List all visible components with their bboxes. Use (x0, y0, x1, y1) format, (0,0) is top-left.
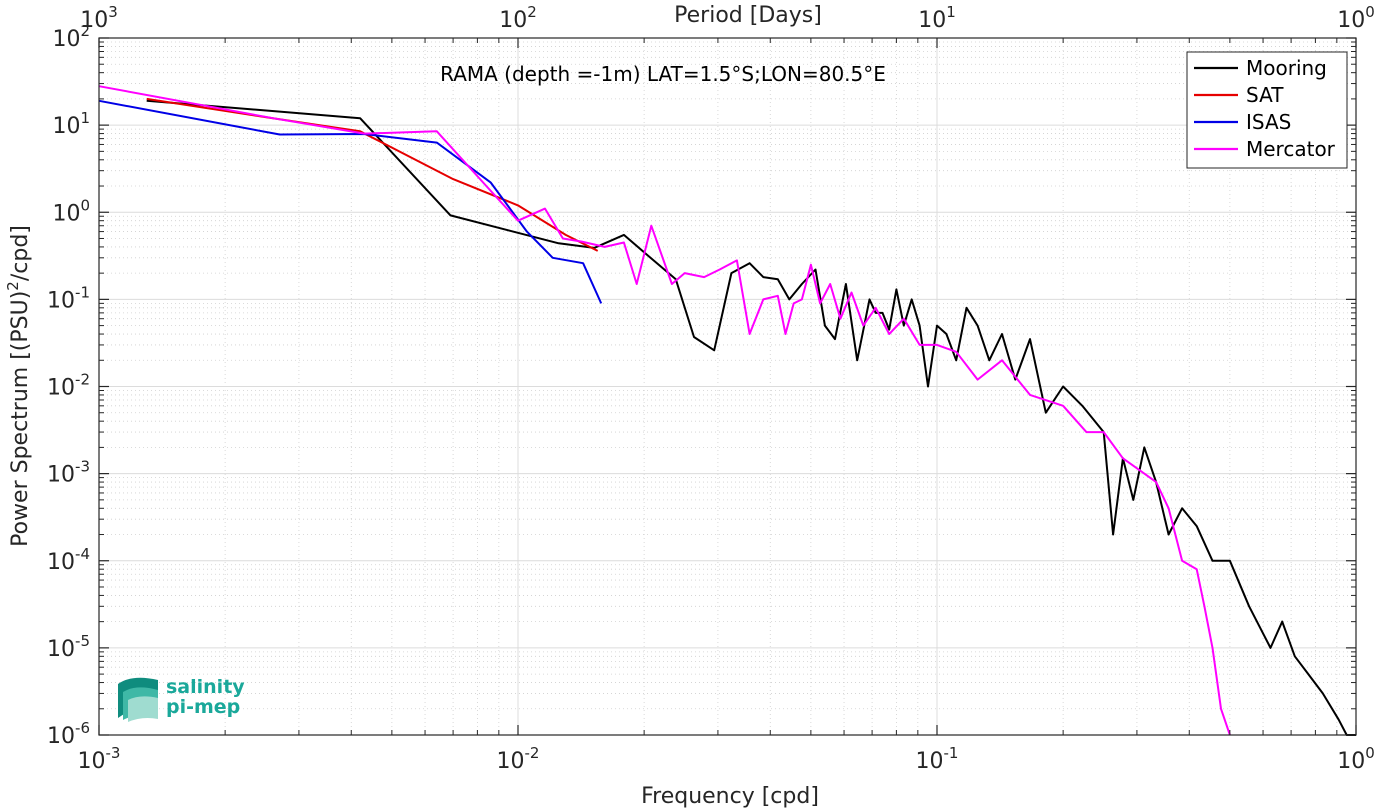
y-tick-exponent: -5 (75, 632, 90, 650)
top-tick-label: 101 (918, 3, 956, 33)
x-tick-base: 10 (1337, 749, 1365, 774)
legend-label-mooring: Mooring (1246, 56, 1327, 80)
top-tick-exponent: 1 (946, 3, 956, 21)
x-tick-exponent: -1 (944, 744, 959, 762)
series-line-isas (98, 99, 603, 304)
wave-logo-icon (118, 677, 158, 722)
y-tick-label: 10-3 (47, 458, 90, 488)
y-tick-base: 10 (47, 376, 75, 401)
y-tick-exponent: -3 (75, 458, 90, 476)
legend: Mooring SAT ISAS Mercator (1186, 51, 1348, 169)
x-tick-label: 10-1 (916, 744, 959, 774)
y-tick-exponent: -1 (75, 283, 90, 301)
y-tick-base: 10 (47, 288, 75, 313)
top-tick-base: 10 (499, 8, 527, 33)
x-tick-label: 100 (1337, 744, 1375, 774)
y-tick-base: 10 (52, 201, 80, 226)
x-tick-exponent: -2 (525, 744, 540, 762)
top-tick-exponent: 0 (1365, 3, 1375, 21)
top-tick-label: 102 (499, 3, 537, 33)
x-tick-label: 10-2 (497, 744, 540, 774)
y-axis-label-main: Power Spectrum [(PSU) (8, 291, 33, 547)
y-axis-label-sup: 2 (4, 281, 22, 291)
y-tick-exponent: 1 (80, 109, 90, 127)
y-tick-base: 10 (52, 114, 80, 139)
top-tick-label: 103 (80, 3, 118, 33)
legend-label-mercator: Mercator (1246, 137, 1336, 161)
tick-marks (98, 37, 1357, 736)
chart-title: RAMA (depth =-1m) LAT=1.5°S;LON=80.5°E (440, 62, 886, 86)
top-tick-base: 10 (918, 8, 946, 33)
x-tick-exponent: -3 (106, 744, 121, 762)
top-tick-base: 10 (1337, 8, 1365, 33)
top-tick-exponent: 2 (527, 3, 537, 21)
x-tick-exponent: 0 (1365, 744, 1375, 762)
series-line-mercator (98, 85, 1231, 736)
y-tick-base: 10 (47, 550, 75, 575)
series-line-mooring (146, 99, 1356, 736)
y-tick-base: 10 (47, 463, 75, 488)
y-tick-label: 10-2 (47, 371, 90, 401)
x-axis-label: Frequency [cpd] (641, 784, 819, 809)
y-tick-base: 10 (47, 724, 75, 749)
y-tick-label: 101 (52, 109, 90, 139)
top-tick-label: 100 (1337, 3, 1375, 33)
y-tick-label: 100 (52, 196, 90, 226)
y-axis-label-tail: /cpd] (8, 225, 33, 281)
x-tick-base: 10 (916, 749, 944, 774)
legend-label-sat: SAT (1246, 83, 1284, 107)
x-tick-base: 10 (78, 749, 106, 774)
y-tick-exponent: -4 (75, 545, 90, 563)
y-tick-label: 10-6 (47, 719, 90, 749)
x-tick-labels: 10-3 10-2 10-1 100 (78, 744, 1375, 774)
y-axis-label: Power Spectrum [(PSU)2/cpd] (4, 225, 33, 547)
y-tick-label: 102 (52, 22, 90, 52)
top-axis-label: Period [Days] (674, 3, 822, 28)
y-tick-label: 10-4 (47, 545, 90, 575)
salinity-pi-mep-logo: salinity pi-mep (118, 676, 245, 722)
logo-line2: pi-mep (166, 696, 240, 718)
y-tick-exponent: -6 (75, 719, 90, 737)
y-tick-label: 10-5 (47, 632, 90, 662)
top-tick-exponent: 3 (108, 3, 118, 21)
y-tick-exponent: 0 (80, 196, 90, 214)
y-tick-exponent: -2 (75, 371, 90, 389)
top-tick-labels: 103 102 101 100 (80, 3, 1375, 33)
legend-label-isas: ISAS (1246, 110, 1291, 134)
series-layer (98, 85, 1356, 736)
y-tick-exponent: 2 (80, 22, 90, 40)
top-tick-base: 10 (80, 8, 108, 33)
y-tick-base: 10 (47, 637, 75, 662)
y-tick-label: 10-1 (47, 283, 90, 313)
x-tick-base: 10 (497, 749, 525, 774)
x-tick-label: 10-3 (78, 744, 121, 774)
y-tick-base: 10 (52, 27, 80, 52)
logo-line1: salinity (166, 676, 245, 698)
